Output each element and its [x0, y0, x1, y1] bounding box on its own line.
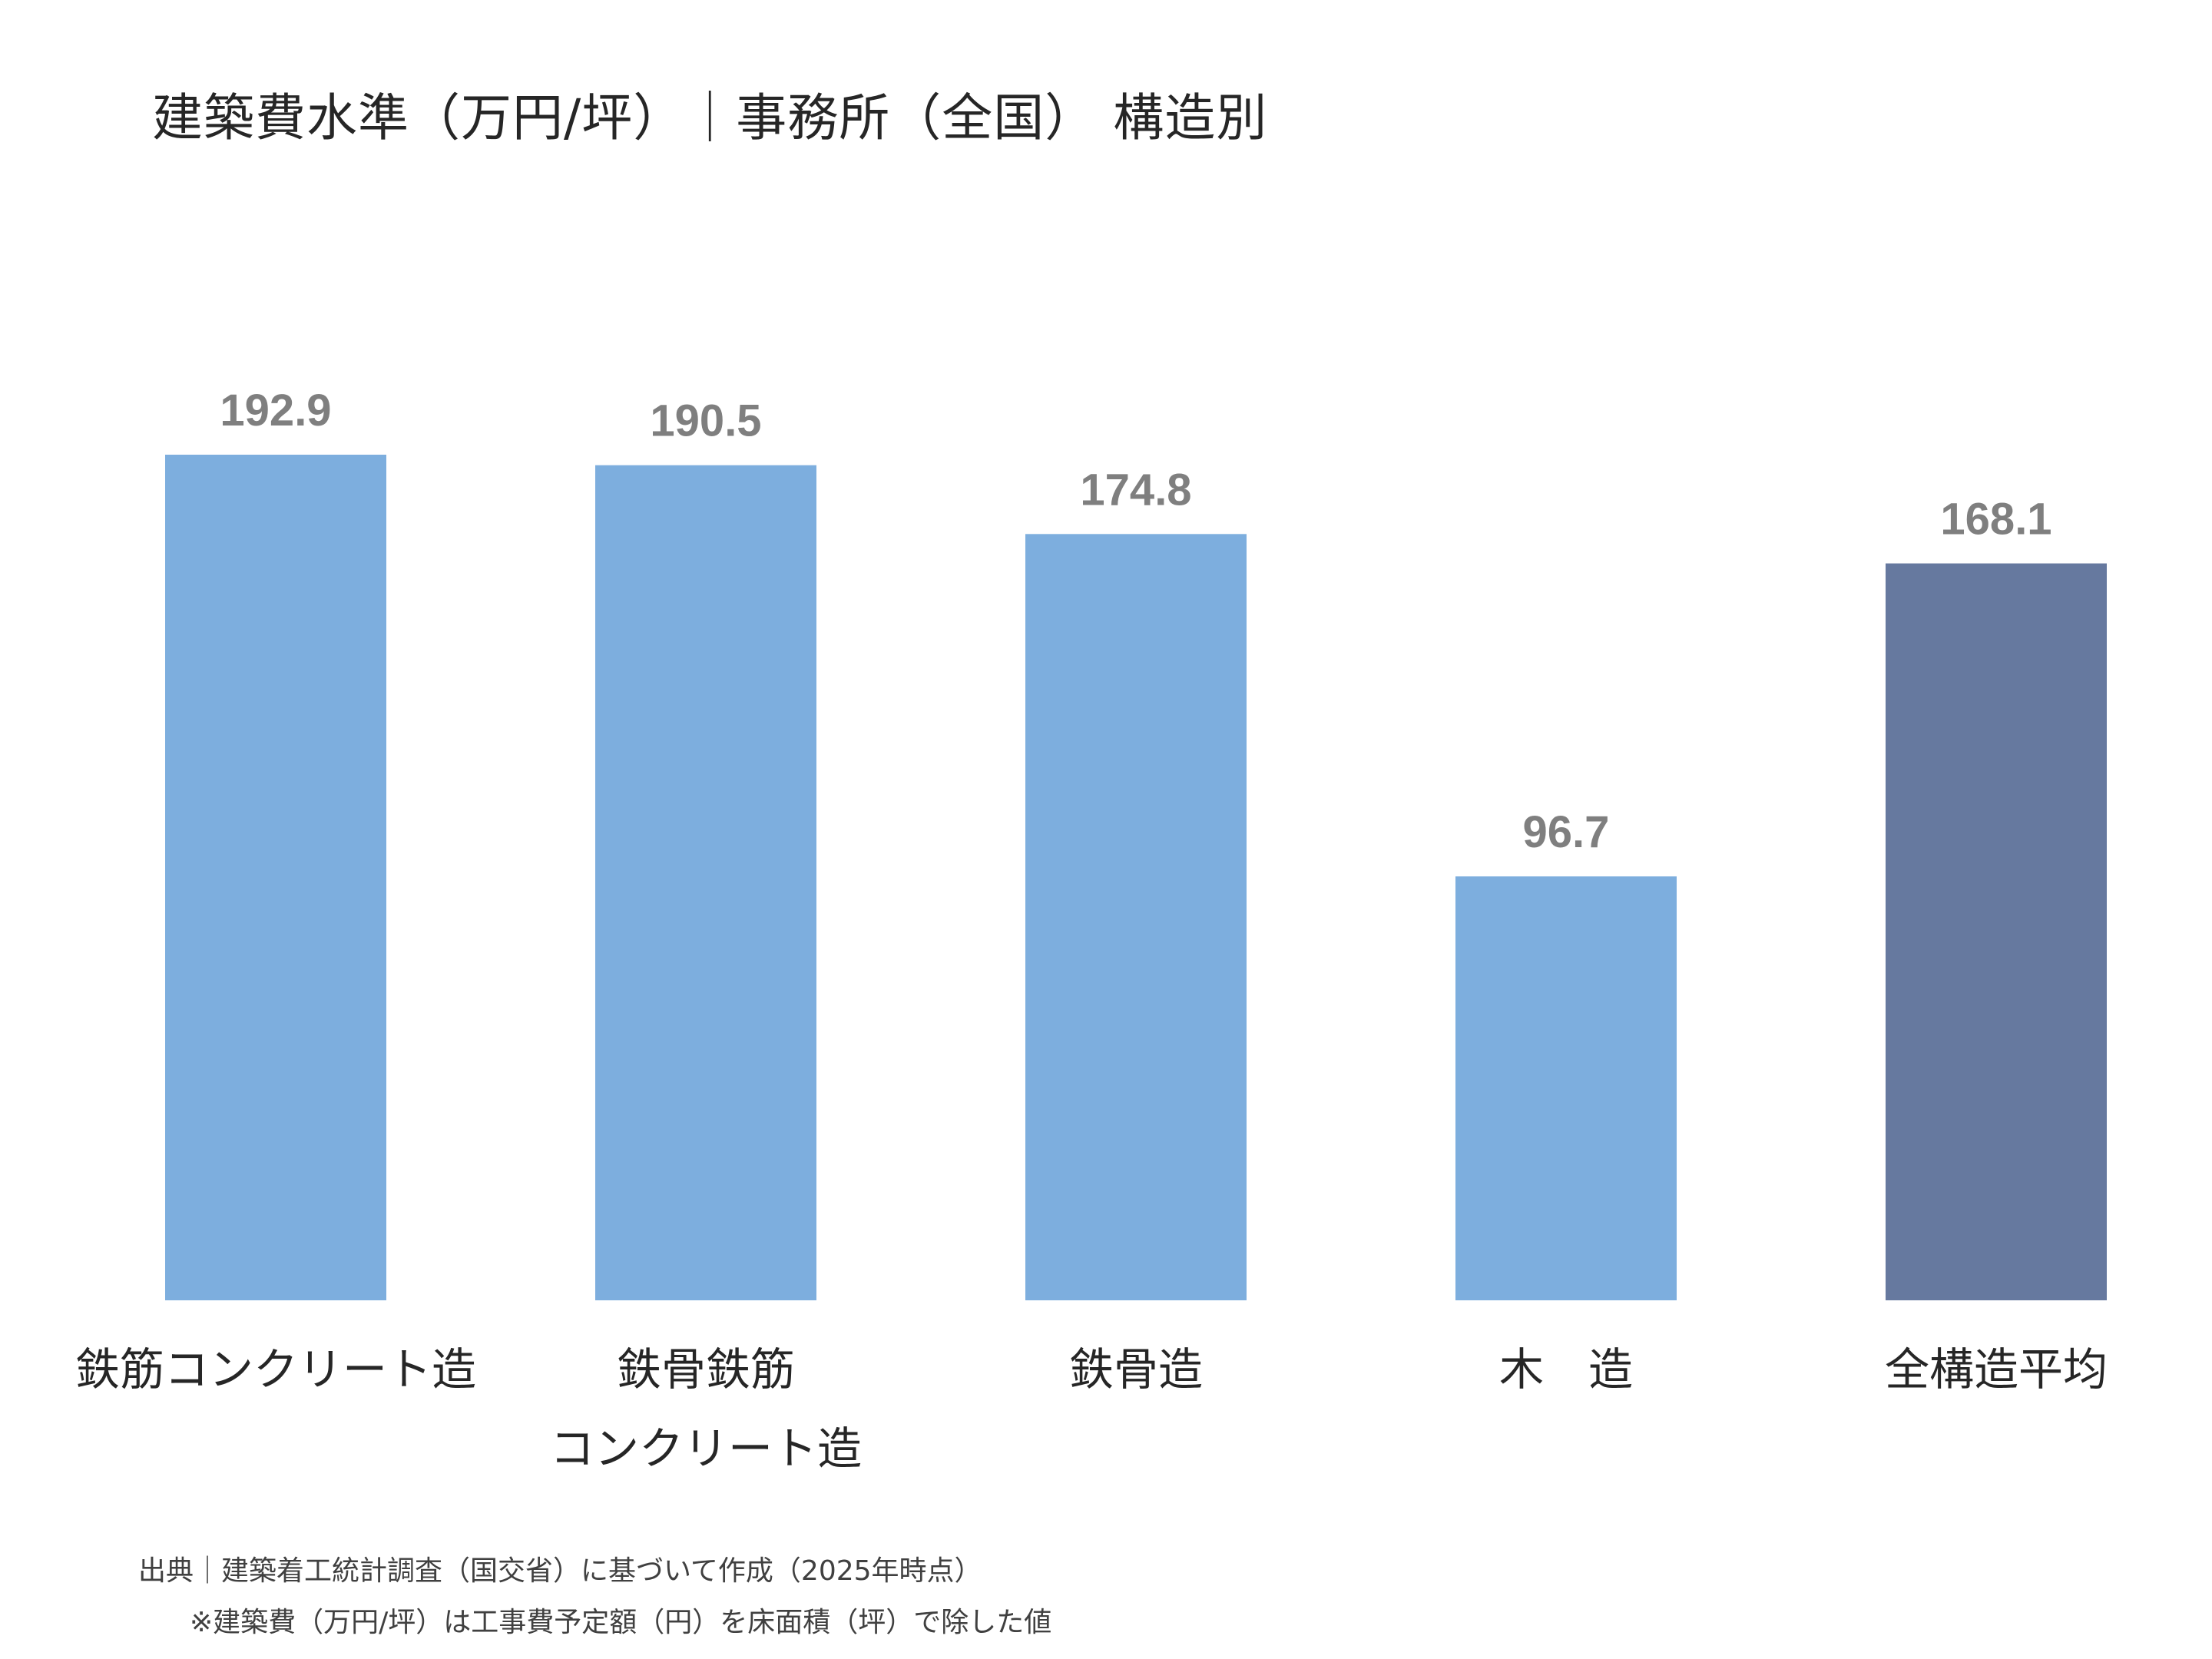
category-label-1-line-0: 鉄骨鉄筋 [617, 1343, 795, 1396]
data-label-4: 168.1 [1940, 495, 2051, 545]
bar-2 [1025, 534, 1247, 1300]
data-label-1: 190.5 [650, 396, 761, 446]
bar-0 [165, 455, 386, 1300]
data-label-0: 192.9 [220, 386, 331, 435]
chart-title: 建築費水準（万円/坪）｜事務所（全国） 構造別 [152, 88, 1268, 147]
category-label-1-line-1: コンクリート造 [550, 1422, 862, 1475]
category-label-2: 鉄骨造 [1069, 1343, 1203, 1396]
source-note: 出典｜建築着工統計調査（国交省）に基づいて作成（2025年時点） [138, 1555, 982, 1587]
data-label-3: 96.7 [1523, 807, 1610, 857]
calculation-note: ※建築費（万円/坪）は工事費予定額（円）を床面積（坪）で除した値 [190, 1607, 1052, 1638]
category-label-3: 木 造 [1499, 1343, 1633, 1396]
bar-3 [1455, 876, 1677, 1300]
bar-4 [1886, 563, 2107, 1300]
data-label-2: 174.8 [1080, 465, 1191, 515]
category-label-4: 全構造平均 [1885, 1343, 2108, 1396]
category-label-0: 鉄筋コンクリート造 [75, 1343, 476, 1396]
bar-1 [595, 465, 816, 1301]
